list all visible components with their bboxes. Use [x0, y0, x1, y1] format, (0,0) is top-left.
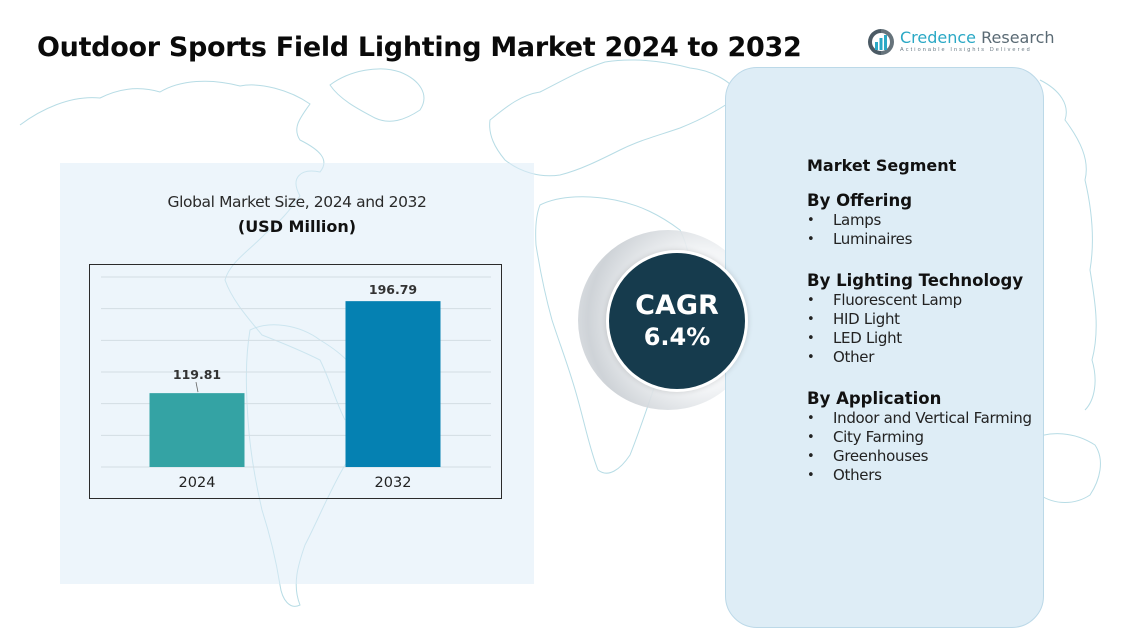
x-tick-label: 2024: [179, 475, 216, 491]
data-label-leader-line: [195, 382, 199, 393]
segment-group: By OfferingLampsLuminaires: [807, 191, 1037, 249]
segment-item: Luminaires: [807, 230, 1037, 249]
segment-item: Indoor and Vertical Farming: [807, 409, 1037, 428]
credence-research-logo[interactable]: Credence Research Actionable Insights De…: [866, 27, 1055, 57]
segment-group-title: By Application: [807, 389, 942, 408]
x-tick-label: 2032: [375, 475, 412, 491]
segment-list: Fluorescent LampHID LightLED LightOther: [807, 291, 1037, 367]
logo-name-credence: Credence: [900, 28, 977, 48]
segment-item: Others: [807, 466, 1037, 485]
bar-chart-logo-icon: [868, 29, 894, 55]
segment-groups: By OfferingLampsLuminaires By Lighting Te…: [807, 191, 1037, 485]
map-africa: [535, 196, 691, 474]
bar-2032: [345, 301, 441, 467]
data-label: 119.81: [173, 367, 221, 382]
segment-group-title: By Lighting Technology: [807, 271, 1024, 290]
market-size-panel: [60, 163, 534, 584]
segment-item: City Farming: [807, 428, 1037, 447]
chart-title: Global Market Size, 2024 and 2032: [167, 193, 427, 211]
logo-name: Credence Research: [900, 30, 1055, 46]
bar-2024: [149, 393, 245, 467]
segment-group: By Lighting TechnologyFluorescent LampHI…: [807, 271, 1037, 367]
segment-list: Indoor and Vertical FarmingCity FarmingG…: [807, 409, 1037, 485]
logo-tagline: Actionable Insights Delivered: [900, 47, 1032, 54]
data-label: 196.79: [369, 282, 417, 297]
map-asia-east: [1039, 79, 1097, 411]
segments-title: Market Segment: [807, 156, 957, 175]
segment-item: Fluorescent Lamp: [807, 291, 1037, 310]
segment-item: HID Light: [807, 310, 1037, 329]
chart-subtitle: (USD Million): [237, 217, 357, 236]
segment-item: LED Light: [807, 329, 1037, 348]
cagr-value: 6.4%: [643, 323, 711, 351]
chart-frame: [89, 264, 502, 499]
segment-item: Lamps: [807, 211, 1037, 230]
page-title: Outdoor Sports Field Lighting Market 202…: [37, 32, 802, 63]
segment-group: By ApplicationIndoor and Vertical Farmin…: [807, 389, 1037, 485]
cagr-badge: CAGR 6.4%: [606, 250, 748, 392]
bar-chart: 119.81 2024 196.79 2032: [101, 276, 491, 491]
cagr-label: CAGR: [635, 290, 719, 321]
segment-group-title: By Offering: [807, 191, 913, 210]
logo-name-research: Research: [976, 28, 1055, 48]
segment-item: Other: [807, 348, 1037, 367]
market-segments: Market Segment By OfferingLampsLuminaire…: [807, 156, 1037, 507]
segment-list: LampsLuminaires: [807, 211, 1037, 249]
map-europe: [489, 59, 741, 177]
map-greenland: [329, 68, 425, 122]
segment-item: Greenhouses: [807, 447, 1037, 466]
